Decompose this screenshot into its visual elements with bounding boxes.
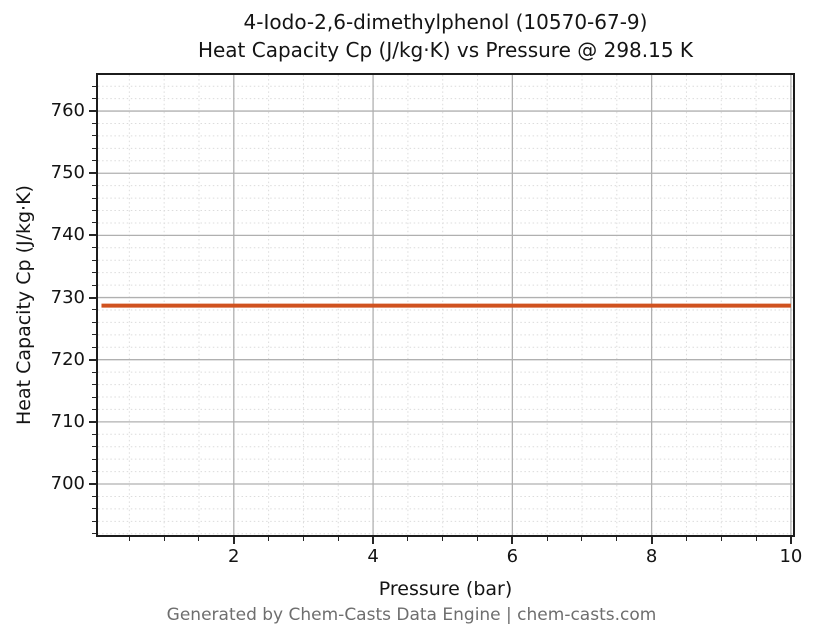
y-minor-tick: [92, 259, 96, 261]
y-tick-label: 700: [50, 473, 85, 495]
y-minor-tick: [92, 185, 96, 187]
y-minor-tick: [92, 508, 96, 510]
x-minor-tick: [337, 537, 339, 541]
y-minor-tick: [92, 210, 96, 211]
y-minor-tick: [92, 135, 96, 137]
x-minor-tick: [163, 537, 165, 541]
x-minor-tick: [581, 537, 583, 541]
x-minor-tick: [720, 537, 722, 541]
x-minor-tick: [302, 537, 304, 541]
y-major-tick: [89, 483, 96, 486]
x-minor-tick: [128, 537, 130, 541]
y-tick-label: 760: [50, 100, 85, 122]
y-major-tick: [89, 110, 96, 113]
x-major-tick: [789, 537, 792, 544]
x-minor-tick: [477, 537, 479, 541]
x-axis-label: Pressure (bar): [378, 578, 513, 600]
x-minor-tick: [442, 537, 444, 541]
plot-canvas: [98, 75, 793, 535]
y-major-tick: [89, 234, 96, 237]
y-minor-tick: [92, 433, 96, 435]
y-minor-tick: [92, 309, 96, 311]
y-minor-tick: [92, 384, 96, 386]
chart-title-line2: Heat Capacity Cp (J/kg·K) vs Pressure @ …: [197, 38, 694, 62]
y-minor-tick: [92, 408, 96, 410]
x-minor-tick: [546, 537, 548, 541]
x-major-tick: [650, 537, 653, 544]
y-minor-tick: [92, 471, 96, 473]
x-minor-tick: [685, 537, 687, 541]
x-major-tick: [511, 537, 514, 544]
chart-title-line1: 4-Iodo-2,6-dimethylphenol (10570-67-9): [243, 10, 648, 34]
y-tick-label: 720: [50, 348, 85, 370]
y-minor-tick: [92, 533, 96, 535]
y-minor-tick: [92, 272, 96, 274]
x-major-tick: [372, 537, 375, 544]
y-major-tick: [89, 296, 96, 299]
x-minor-tick: [755, 537, 757, 541]
y-minor-tick: [92, 396, 96, 398]
y-minor-tick: [92, 495, 96, 497]
y-minor-tick: [92, 346, 96, 348]
y-minor-tick: [92, 222, 96, 224]
y-minor-tick: [92, 371, 96, 373]
x-tick-label: 10: [779, 546, 803, 567]
y-tick-label: 710: [50, 410, 85, 432]
footer-credit: Generated by Chem-Casts Data Engine | ch…: [166, 605, 657, 625]
y-minor-tick: [92, 160, 96, 162]
y-minor-tick: [92, 98, 96, 100]
y-minor-tick: [92, 122, 96, 124]
y-minor-tick: [92, 247, 96, 249]
x-tick-label: 2: [228, 546, 240, 567]
y-major-tick: [89, 420, 96, 423]
y-major-tick: [89, 172, 96, 175]
y-minor-tick: [92, 321, 96, 323]
x-minor-tick: [198, 537, 200, 541]
y-tick-label: 730: [50, 286, 85, 308]
x-minor-tick: [407, 537, 409, 541]
x-tick-label: 6: [506, 546, 519, 567]
y-minor-tick: [92, 458, 96, 460]
x-major-tick: [232, 537, 235, 544]
y-tick-label: 750: [50, 162, 85, 184]
y-minor-tick: [92, 334, 96, 336]
x-tick-label: 8: [645, 546, 658, 567]
chart-title: 4-Iodo-2,6-dimethylphenol (10570-67-9) H…: [96, 8, 795, 64]
y-minor-tick: [92, 520, 96, 522]
y-minor-tick: [92, 446, 96, 448]
x-minor-tick: [268, 537, 270, 541]
y-minor-tick: [92, 284, 96, 286]
x-minor-tick: [616, 537, 618, 541]
y-minor-tick: [92, 85, 96, 87]
y-major-tick: [89, 358, 96, 361]
y-tick-label: 740: [50, 224, 85, 246]
y-minor-tick: [92, 147, 96, 149]
x-tick-label: 4: [367, 546, 379, 567]
plot-area: [96, 73, 795, 537]
y-minor-tick: [92, 197, 96, 199]
